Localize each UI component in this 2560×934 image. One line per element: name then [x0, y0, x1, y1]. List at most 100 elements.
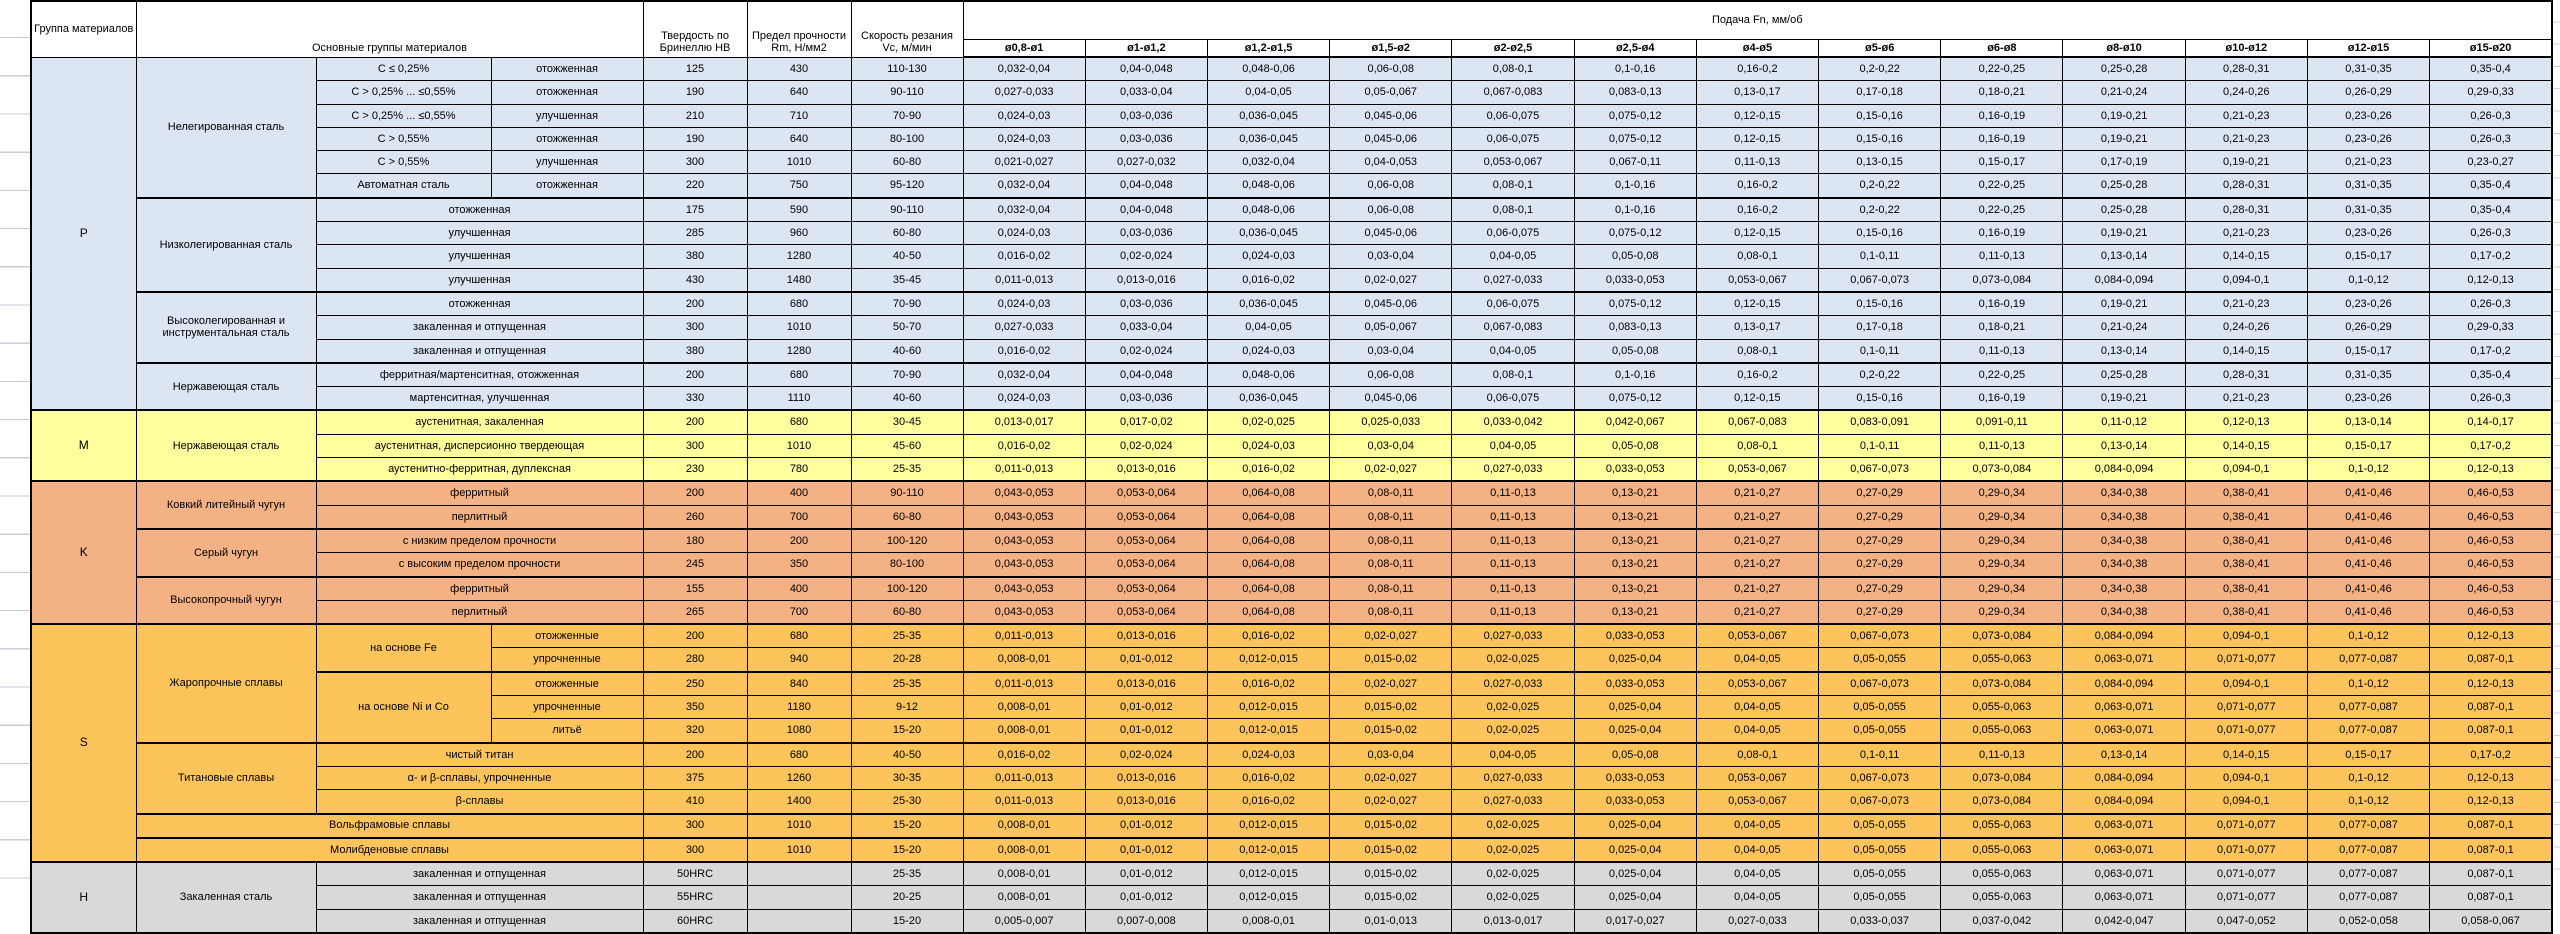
- feed-value-cell[interactable]: 0,01-0,012: [1084, 812, 1208, 839]
- feed-value-cell[interactable]: 0,15-0,16: [1818, 126, 1942, 152]
- strength-cell[interactable]: 710: [746, 103, 852, 128]
- feed-value-cell[interactable]: 0,31-0,35: [2306, 196, 2431, 223]
- feed-value-cell[interactable]: 0,073-0,084: [1940, 670, 2064, 697]
- feed-value-cell[interactable]: 0,03-0,036: [1084, 386, 1208, 411]
- hardness-cell[interactable]: 300: [642, 315, 748, 340]
- feed-value-cell[interactable]: 0,13-0,17: [1695, 80, 1820, 105]
- feed-value-cell[interactable]: 0,27-0,29: [1818, 599, 1942, 625]
- cutting-speed-cell[interactable]: 45-60: [850, 433, 964, 459]
- feed-value-cell[interactable]: 0,46-0,53: [2429, 552, 2553, 578]
- feed-value-cell[interactable]: 0,46-0,53: [2429, 575, 2553, 601]
- feed-value-cell[interactable]: 0,25-0,28: [2062, 56, 2186, 82]
- feed-value-cell[interactable]: 0,15-0,16: [1818, 103, 1942, 128]
- feed-value-cell[interactable]: 0,011-0,013: [962, 457, 1086, 482]
- feed-value-cell[interactable]: 0,064-0,08: [1206, 480, 1331, 506]
- feed-value-cell[interactable]: 0,46-0,53: [2429, 599, 2553, 625]
- hardness-cell[interactable]: 300: [642, 433, 748, 459]
- feed-value-cell[interactable]: 0,02-0,024: [1084, 338, 1208, 364]
- feed-value-cell[interactable]: 0,06-0,08: [1329, 196, 1453, 223]
- feed-value-cell[interactable]: 0,13-0,14: [2062, 741, 2186, 767]
- feed-value-cell[interactable]: 0,08-0,11: [1329, 575, 1453, 601]
- feed-value-cell[interactable]: 0,017-0,027: [1573, 908, 1697, 934]
- hardness-cell[interactable]: 300: [642, 836, 748, 863]
- feed-value-cell[interactable]: 0,04-0,048: [1084, 361, 1208, 388]
- material-label-cell[interactable]: отожженные: [490, 670, 644, 697]
- cutting-speed-cell[interactable]: 80-100: [850, 552, 964, 578]
- feed-value-cell[interactable]: 0,011-0,013: [962, 789, 1086, 814]
- feed-value-cell[interactable]: 0,1-0,16: [1573, 173, 1697, 199]
- material-label-cell[interactable]: упрочненные: [490, 647, 644, 673]
- feed-value-cell[interactable]: 0,03-0,04: [1329, 741, 1453, 767]
- group-letter-cell[interactable]: S: [30, 623, 137, 863]
- feed-value-cell[interactable]: 0,016-0,02: [962, 338, 1086, 364]
- feed-value-cell[interactable]: 0,077-0,087: [2306, 836, 2431, 863]
- feed-value-cell[interactable]: 0,28-0,31: [2184, 173, 2308, 199]
- feed-value-cell[interactable]: 0,016-0,02: [1206, 457, 1331, 482]
- hardness-cell[interactable]: 200: [642, 480, 748, 506]
- material-label-cell[interactable]: ферритный: [315, 480, 644, 506]
- cutting-speed-cell[interactable]: 50-70: [850, 315, 964, 340]
- feed-value-cell[interactable]: 0,087-0,1: [2429, 836, 2553, 863]
- feed-value-cell[interactable]: 0,06-0,075: [1451, 126, 1575, 152]
- feed-value-cell[interactable]: 0,12-0,15: [1695, 103, 1820, 128]
- hardness-cell[interactable]: 175: [642, 196, 748, 223]
- feed-value-cell[interactable]: 0,094-0,1: [2184, 623, 2308, 649]
- feed-value-cell[interactable]: 0,087-0,1: [2429, 812, 2553, 839]
- feed-value-cell[interactable]: 0,29-0,34: [1940, 504, 2064, 530]
- feed-value-cell[interactable]: 0,008-0,01: [962, 861, 1086, 887]
- feed-value-cell[interactable]: 0,027-0,033: [1451, 670, 1575, 697]
- feed-value-cell[interactable]: 0,08-0,1: [1451, 56, 1575, 82]
- feed-value-cell[interactable]: 0,23-0,26: [2306, 221, 2431, 246]
- feed-value-cell[interactable]: 0,055-0,063: [1940, 812, 2064, 839]
- feed-value-cell[interactable]: 0,084-0,094: [2062, 623, 2186, 649]
- feed-value-cell[interactable]: 0,41-0,46: [2306, 599, 2431, 625]
- feed-value-cell[interactable]: 0,11-0,13: [1940, 741, 2064, 767]
- feed-value-cell[interactable]: 0,013-0,016: [1084, 670, 1208, 697]
- feed-value-cell[interactable]: 0,015-0,02: [1329, 647, 1453, 673]
- feed-value-cell[interactable]: 0,043-0,053: [962, 527, 1086, 554]
- feed-value-cell[interactable]: 0,083-0,091: [1818, 409, 1942, 435]
- feed-value-cell[interactable]: 0,087-0,1: [2429, 718, 2553, 744]
- feed-value-cell[interactable]: 0,055-0,063: [1940, 647, 2064, 673]
- feed-value-cell[interactable]: 0,22-0,25: [1940, 196, 2064, 223]
- feed-value-cell[interactable]: 0,094-0,1: [2184, 457, 2308, 482]
- feed-value-cell[interactable]: 0,34-0,38: [2062, 552, 2186, 578]
- feed-value-cell[interactable]: 0,46-0,53: [2429, 480, 2553, 506]
- material-label-cell[interactable]: Закаленная сталь: [135, 861, 317, 934]
- feed-value-cell[interactable]: 0,26-0,3: [2429, 126, 2553, 152]
- feed-value-cell[interactable]: 0,024-0,03: [962, 386, 1086, 411]
- feed-value-cell[interactable]: 0,21-0,23: [2184, 290, 2308, 317]
- material-label-cell[interactable]: закаленная и отпущенная: [315, 315, 644, 340]
- feed-value-cell[interactable]: 0,016-0,02: [1206, 765, 1331, 791]
- hardness-cell[interactable]: 155: [642, 575, 748, 601]
- feed-value-cell[interactable]: 0,25-0,28: [2062, 196, 2186, 223]
- material-label-cell[interactable]: перлитный: [315, 599, 644, 625]
- material-label-cell[interactable]: закаленная и отпущенная: [315, 908, 644, 934]
- feed-value-cell[interactable]: 0,08-0,1: [1451, 361, 1575, 388]
- hardness-cell[interactable]: 280: [642, 647, 748, 673]
- strength-cell[interactable]: 680: [746, 741, 852, 767]
- feed-value-cell[interactable]: 0,19-0,21: [2062, 290, 2186, 317]
- feed-value-cell[interactable]: 0,11-0,13: [1940, 433, 2064, 459]
- feed-value-cell[interactable]: 0,02-0,027: [1329, 670, 1453, 697]
- feed-value-cell[interactable]: 0,073-0,084: [1940, 457, 2064, 482]
- feed-value-cell[interactable]: 0,13-0,15: [1818, 150, 1942, 175]
- material-label-cell[interactable]: закаленная и отпущенная: [315, 338, 644, 364]
- material-label-cell[interactable]: с низким пределом прочности: [315, 527, 644, 554]
- strength-cell[interactable]: 400: [746, 480, 852, 506]
- feed-value-cell[interactable]: 0,058-0,067: [2429, 908, 2553, 934]
- feed-value-cell[interactable]: 0,02-0,027: [1329, 457, 1453, 482]
- cutting-speed-cell[interactable]: 90-110: [850, 80, 964, 105]
- feed-value-cell[interactable]: 0,1-0,12: [2306, 457, 2431, 482]
- feed-value-cell[interactable]: 0,18-0,21: [1940, 315, 2064, 340]
- feed-value-cell[interactable]: 0,16-0,2: [1695, 56, 1820, 82]
- hardness-cell[interactable]: 230: [642, 457, 748, 482]
- feed-value-cell[interactable]: 0,071-0,077: [2184, 861, 2308, 887]
- feed-value-cell[interactable]: 0,23-0,27: [2429, 150, 2553, 175]
- header-cutting-speed[interactable]: Скорость резания Vc, м/мин: [850, 0, 964, 58]
- feed-value-cell[interactable]: 0,024-0,03: [962, 290, 1086, 317]
- cutting-speed-cell[interactable]: 15-20: [850, 908, 964, 934]
- feed-value-cell[interactable]: 0,04-0,048: [1084, 196, 1208, 223]
- material-label-cell[interactable]: Молибденовые сплавы: [135, 836, 644, 863]
- feed-value-cell[interactable]: 0,41-0,46: [2306, 527, 2431, 554]
